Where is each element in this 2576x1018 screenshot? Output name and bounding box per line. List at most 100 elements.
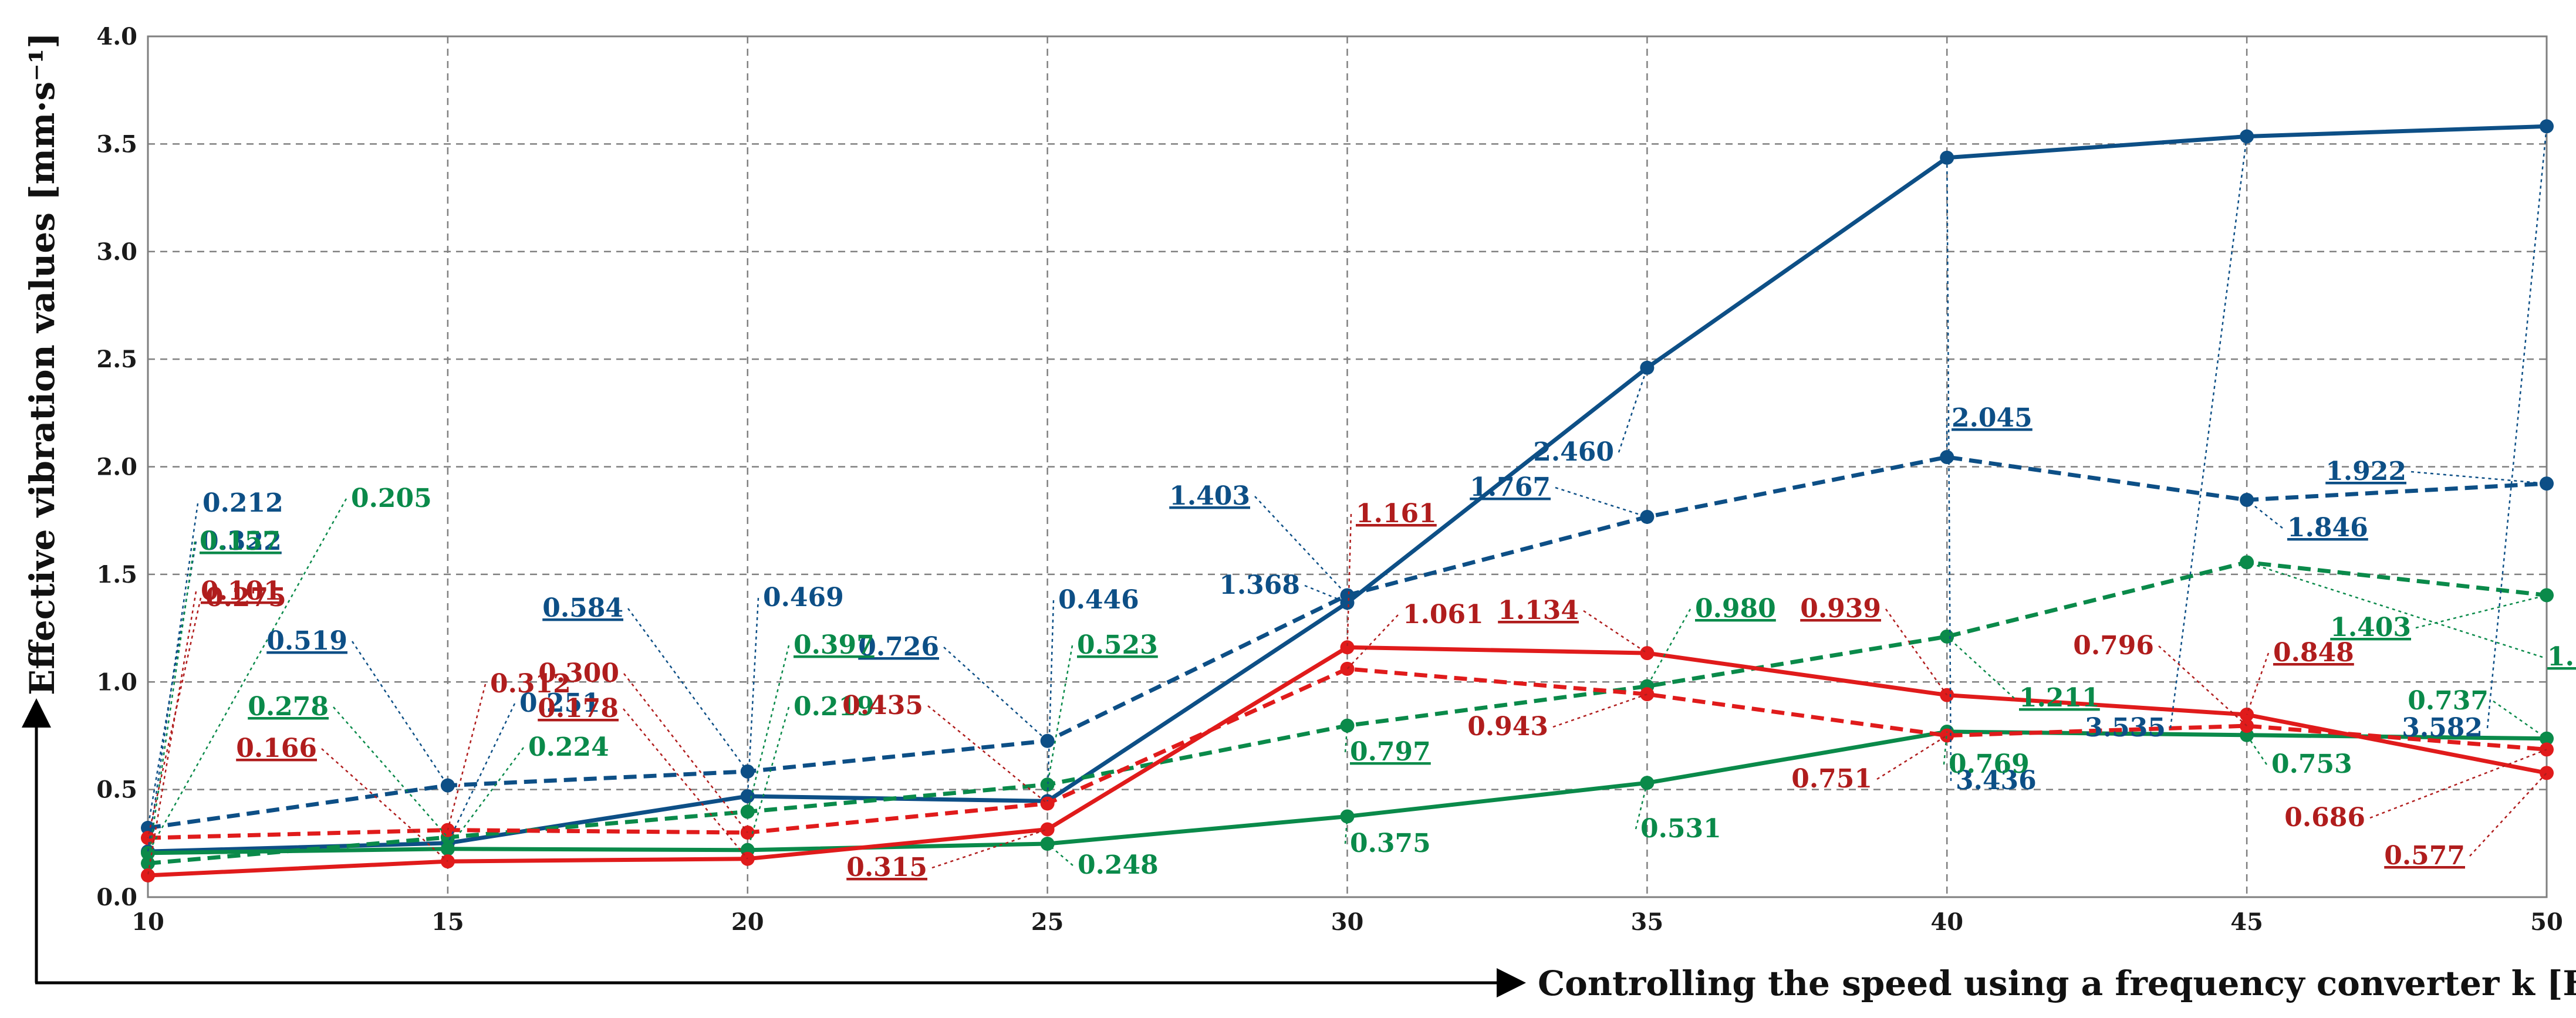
green-dashed-point [1040, 777, 1055, 792]
x-tick-label: 25 [1031, 908, 1064, 936]
y-tick-label: 1.0 [96, 668, 137, 696]
green-solid-data-label: 0.205 [351, 483, 432, 513]
blue-solid-data-label: 2.460 [1533, 437, 1614, 467]
data-labels: 0.212 0.251 0.469 0.446 1.368 2.460 3.436 3.535… [200, 403, 2576, 882]
green-solid-data-label: 0.531 [1640, 814, 1721, 844]
x-tick-label: 40 [1930, 908, 1963, 936]
blue-dashed-point [1040, 733, 1055, 748]
blue-solid-data-label: 0.446 [1058, 585, 1139, 615]
x-tick-label: 45 [2230, 908, 2263, 936]
red-solid-data-label: 0.939 [1800, 594, 1881, 624]
green-dashed-leader [1344, 725, 1348, 753]
red-dashed-data-label: 0.943 [1467, 712, 1548, 742]
red-solid-point [2540, 766, 2554, 780]
red-solid-data-label: 0.166 [236, 733, 317, 763]
blue-solid-data-label: 3.582 [2402, 713, 2483, 743]
red-dashed-data-label: 0.796 [2073, 631, 2154, 661]
blue-dashed-data-label: 1.846 [2287, 513, 2368, 543]
green-dashed-data-label: 1.403 [2330, 613, 2411, 642]
red-dashed-data-label: 0.751 [1791, 764, 1872, 794]
blue-solid-point [2540, 119, 2554, 134]
green-solid-data-label: 0.769 [1949, 749, 2030, 779]
red-dashed-leader [623, 673, 748, 833]
blue-solid-leader [747, 597, 759, 797]
blue-dashed-data-label: 0.726 [858, 632, 939, 662]
red-solid-point [1640, 646, 1655, 661]
blue-dashed-point [1940, 449, 1954, 464]
y-tick-label: 0.5 [96, 776, 137, 804]
green-dashed-point [2540, 588, 2554, 603]
blue-solid-point [1940, 150, 1954, 165]
blue-solid-leader [1304, 584, 1348, 604]
blue-dashed-leader [2410, 471, 2547, 485]
label-leaders [147, 126, 2548, 876]
green-dashed-data-label: 0.797 [1350, 737, 1431, 767]
green-solid-leader [2493, 700, 2547, 739]
green-dashed-data-label: 0.278 [248, 692, 329, 722]
blue-dashed-data-label: 1.767 [1470, 472, 1551, 502]
green-dashed-data-label: 1.211 [2019, 683, 2100, 713]
y-tick-label: 4.0 [96, 23, 137, 50]
blue-solid-leader [2486, 126, 2548, 729]
red-dashed-data-label: 0.275 [205, 583, 286, 613]
green-solid-data-label: 0.753 [2271, 749, 2352, 779]
green-dashed-data-label: 0.523 [1077, 630, 1158, 660]
red-dashed-leader [2369, 749, 2547, 819]
x-tick-label: 15 [431, 908, 464, 936]
red-dashed-data-label: 0.686 [2284, 803, 2365, 833]
blue-dashed-data-label: 1.403 [1169, 481, 1250, 511]
red-solid-leader [2469, 772, 2547, 857]
red-dashed-data-label: 1.061 [1403, 600, 1484, 630]
red-dashed-data-label: 0.300 [538, 658, 619, 688]
blue-dashed-point [1640, 509, 1655, 524]
y-tick-label: 1.5 [96, 561, 137, 589]
green-solid-data-label: 0.248 [1078, 850, 1159, 880]
blue-dashed-data-label: 0.519 [266, 626, 347, 656]
blue-dashed-leader [627, 608, 748, 772]
blue-solid-leader [1046, 600, 1055, 801]
x-tick-label: 30 [1331, 908, 1364, 936]
green-dashed-leader [1646, 608, 1692, 687]
blue-solid-leader [2169, 136, 2248, 729]
green-dashed-data-label: 0.980 [1695, 594, 1776, 624]
blue-dashed-data-label: 0.322 [201, 526, 282, 556]
red-dashed-leader [147, 597, 202, 838]
red-solid-data-label: 1.134 [1498, 596, 1579, 625]
red-solid-point [1340, 640, 1355, 655]
blue-dashed-leader [943, 647, 1048, 742]
green-solid-data-label: 0.219 [794, 692, 875, 722]
red-solid-leader [1346, 513, 1352, 648]
y-tick-label: 3.0 [96, 238, 137, 266]
green-solid-leader [1344, 816, 1348, 844]
y-tick-label: 3.5 [96, 130, 137, 158]
y-tick-labels: 0.0 0.5 1.0 1.5 2.0 2.5 3.0 3.5 4.0 [96, 23, 137, 911]
blue-solid-leader [1946, 157, 1952, 782]
blue-solid-data-label: 1.368 [1219, 570, 1300, 600]
y-axis-title: Effective vibration values [mm·s⁻¹] [22, 32, 62, 695]
blue-solid-point [740, 789, 755, 803]
x-axis-title: Controlling the speed using a frequency … [1538, 963, 2576, 1003]
red-solid-point [141, 868, 155, 882]
green-dashed-leader [747, 645, 790, 812]
red-solid-data-label: 0.101 [201, 576, 282, 606]
x-tick-label: 35 [1631, 908, 1664, 936]
green-solid-leader [1943, 731, 1948, 765]
blue-solid-data-label: 3.535 [2085, 713, 2166, 743]
blue-solid-data-label: 3.436 [1956, 766, 2037, 796]
blue-dashed-point [440, 778, 455, 793]
blue-dashed-leader [2246, 499, 2283, 529]
red-dashed-point [1040, 796, 1055, 811]
blue-dashed-data-label: 0.584 [542, 593, 623, 623]
y-tick-label: 2.0 [96, 454, 137, 481]
blue-solid-leader [447, 703, 516, 844]
green-dashed-leader [1946, 635, 2015, 699]
red-solid-data-label: 0.848 [2273, 638, 2354, 668]
blue-dashed-leader [1555, 486, 1647, 518]
red-solid-leader [1583, 610, 1648, 654]
red-dashed-point [1340, 661, 1355, 676]
green-solid-point [141, 845, 155, 860]
green-dashed-point [740, 804, 755, 819]
green-solid-data-label: 0.375 [1350, 828, 1431, 858]
red-dashed-data-label: 0.312 [490, 669, 571, 699]
red-dashed-leader [447, 684, 487, 830]
